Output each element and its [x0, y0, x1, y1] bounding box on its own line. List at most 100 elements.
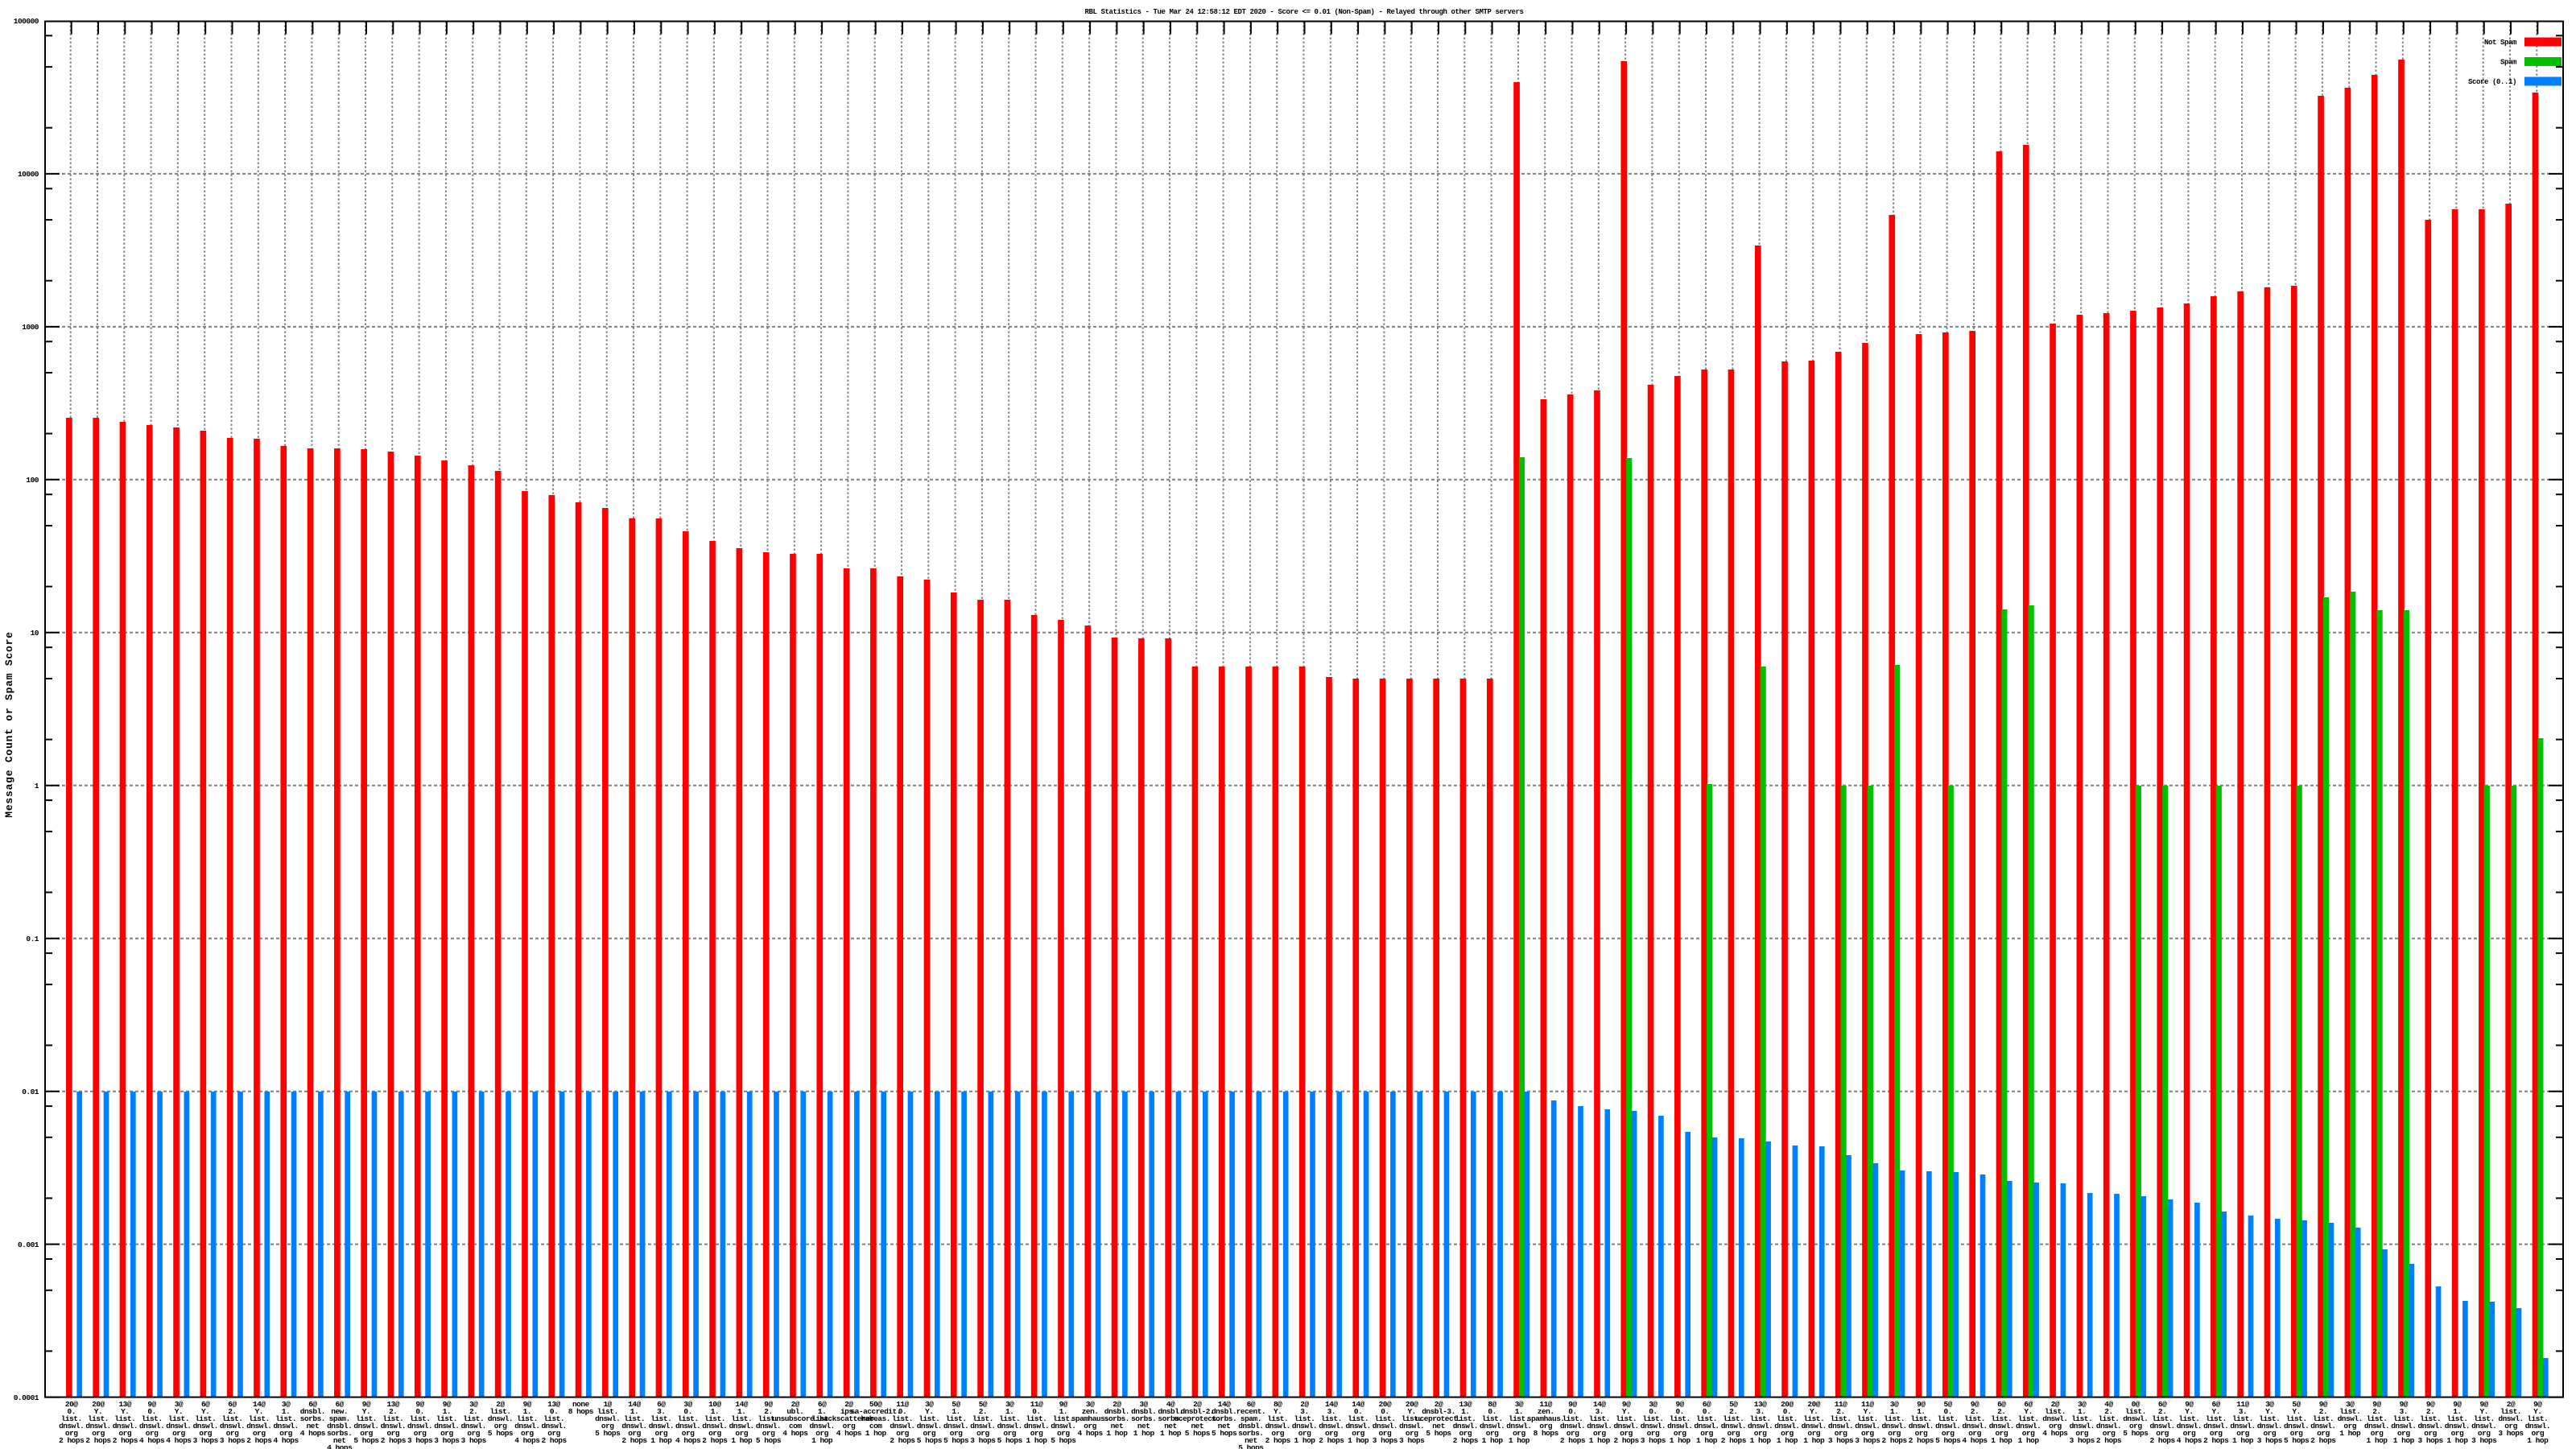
svg-text:5@: 5@: [1729, 1400, 1738, 1409]
svg-text:list.: list.: [1670, 1414, 1690, 1423]
svg-text:1 hop: 1 hop: [1026, 1436, 1047, 1445]
svg-text:dnswl.: dnswl.: [2042, 1414, 2067, 1423]
svg-text:list.: list.: [356, 1414, 377, 1423]
svg-text:14@: 14@: [253, 1400, 266, 1409]
svg-text:9@: 9@: [523, 1400, 532, 1409]
svg-text:org: org: [1084, 1422, 1096, 1430]
svg-text:5 hops: 5 hops: [1185, 1429, 1211, 1438]
svg-text:dnswl.: dnswl.: [2284, 1422, 2309, 1430]
svg-text:list.: list.: [624, 1414, 645, 1423]
svg-text:0.: 0.: [1032, 1407, 1040, 1416]
svg-text:0.: 0.: [1783, 1407, 1791, 1416]
svg-text:org: org: [2317, 1429, 2330, 1438]
svg-text:list.: list.: [1884, 1414, 1905, 1423]
svg-text:Y.: Y.: [94, 1407, 102, 1416]
svg-text:list.: list.: [382, 1414, 403, 1423]
svg-text:sorbs.: sorbs.: [1104, 1414, 1129, 1423]
svg-text:zen.: zen.: [1082, 1407, 1099, 1416]
svg-text:dnswl.: dnswl.: [2070, 1422, 2095, 1430]
svg-text:zen.: zen.: [1538, 1407, 1554, 1416]
svg-text:20@: 20@: [1807, 1400, 1820, 1409]
svg-text:org: org: [226, 1429, 239, 1438]
svg-text:1 hop: 1 hop: [1294, 1436, 1315, 1445]
svg-text:5 hops: 5 hops: [353, 1436, 379, 1445]
svg-text:2.: 2.: [979, 1407, 987, 1416]
svg-text:dnswl.: dnswl.: [2096, 1422, 2121, 1430]
svg-text:list.: list.: [731, 1414, 752, 1423]
svg-text:Y.: Y.: [2265, 1407, 2273, 1416]
svg-text:4 hops: 4 hops: [273, 1436, 299, 1445]
svg-text:3.: 3.: [2239, 1407, 2247, 1416]
svg-text:dnswl.: dnswl.: [1748, 1422, 1773, 1430]
svg-text:dnswl.: dnswl.: [85, 1422, 110, 1430]
svg-text:1.: 1.: [630, 1407, 638, 1416]
svg-text:9@: 9@: [1622, 1400, 1631, 1409]
svg-text:9@: 9@: [415, 1400, 424, 1409]
svg-text:1 hop: 1 hop: [1589, 1436, 1611, 1445]
svg-text:3.: 3.: [657, 1407, 665, 1416]
svg-text:2 hops: 2 hops: [1560, 1436, 1586, 1445]
svg-text:dnswl.: dnswl.: [702, 1422, 727, 1430]
svg-text:org: org: [923, 1429, 935, 1438]
svg-text:org: org: [2183, 1429, 2196, 1438]
svg-text:5@: 5@: [2292, 1400, 2301, 1409]
svg-text:org: org: [762, 1429, 775, 1438]
svg-text:org: org: [386, 1429, 399, 1438]
svg-text:list.: list.: [249, 1414, 270, 1423]
svg-text:com: com: [789, 1422, 802, 1430]
svg-text:2@: 2@: [2507, 1400, 2516, 1409]
svg-text:dnswl.: dnswl.: [1962, 1422, 1987, 1430]
svg-text:2 hops: 2 hops: [1613, 1436, 1639, 1445]
svg-text:10@: 10@: [708, 1400, 721, 1409]
svg-text:2.: 2.: [764, 1407, 772, 1416]
svg-text:dnswl.: dnswl.: [621, 1422, 646, 1430]
svg-text:org: org: [976, 1429, 989, 1438]
svg-text:1 hop: 1 hop: [2527, 1436, 2549, 1445]
svg-text:list.: list.: [2045, 1407, 2066, 1416]
svg-text:1@: 1@: [603, 1400, 612, 1409]
svg-text:sorbs.: sorbs.: [327, 1429, 352, 1438]
svg-text:net: net: [333, 1436, 346, 1445]
svg-text:2@: 2@: [1435, 1400, 1443, 1409]
svg-text:2.: 2.: [389, 1407, 397, 1416]
svg-text:1.: 1.: [818, 1407, 826, 1416]
svg-text:list.: list.: [2152, 1414, 2173, 1423]
svg-text:dnswl.: dnswl.: [1721, 1422, 1746, 1430]
svg-text:org: org: [1754, 1429, 1767, 1438]
svg-text:11@: 11@: [896, 1400, 909, 1409]
svg-text:6@: 6@: [308, 1400, 317, 1409]
svg-text:org: org: [1888, 1429, 1901, 1438]
svg-text:3@: 3@: [1649, 1400, 1657, 1409]
svg-text:20@: 20@: [65, 1400, 78, 1409]
svg-text:4 hops: 4 hops: [166, 1436, 192, 1445]
svg-text:dnswl.: dnswl.: [2016, 1422, 2041, 1430]
svg-text:20@: 20@: [1379, 1400, 1392, 1409]
svg-text:2@: 2@: [496, 1400, 505, 1409]
svg-text:1 hop: 1 hop: [1750, 1436, 1772, 1445]
svg-text:1 hop: 1 hop: [731, 1436, 753, 1445]
svg-text:list.: list.: [1321, 1414, 1342, 1423]
svg-text:5 hops: 5 hops: [1212, 1429, 1237, 1438]
svg-text:2 hops: 2 hops: [85, 1436, 111, 1445]
svg-text:14@: 14@: [628, 1400, 641, 1409]
svg-text:list.: list.: [1991, 1414, 2012, 1423]
svg-text:9@: 9@: [147, 1400, 156, 1409]
svg-text:list.: list.: [543, 1414, 564, 1423]
svg-text:Y.: Y.: [2211, 1407, 2219, 1416]
svg-text:2 hops: 2 hops: [541, 1436, 567, 1445]
svg-text:list.: list.: [946, 1414, 967, 1423]
svg-text:5@: 5@: [1943, 1400, 1952, 1409]
svg-text:13@: 13@: [1754, 1400, 1767, 1409]
svg-text:11@: 11@: [1539, 1400, 1552, 1409]
svg-text:5 hops: 5 hops: [1051, 1436, 1076, 1445]
svg-text:list.: list.: [1964, 1414, 1985, 1423]
svg-text:2 hops: 2 hops: [1265, 1436, 1291, 1445]
svg-text:list.: list.: [2446, 1414, 2467, 1423]
svg-text:org: org: [146, 1429, 159, 1438]
svg-text:dnswl.: dnswl.: [675, 1422, 700, 1430]
svg-text:org: org: [1727, 1429, 1740, 1438]
svg-text:1 hop: 1 hop: [1133, 1429, 1155, 1438]
svg-text:org: org: [414, 1429, 427, 1438]
svg-text:list.: list.: [650, 1414, 671, 1423]
svg-text:dnswl.: dnswl.: [1774, 1422, 1799, 1430]
